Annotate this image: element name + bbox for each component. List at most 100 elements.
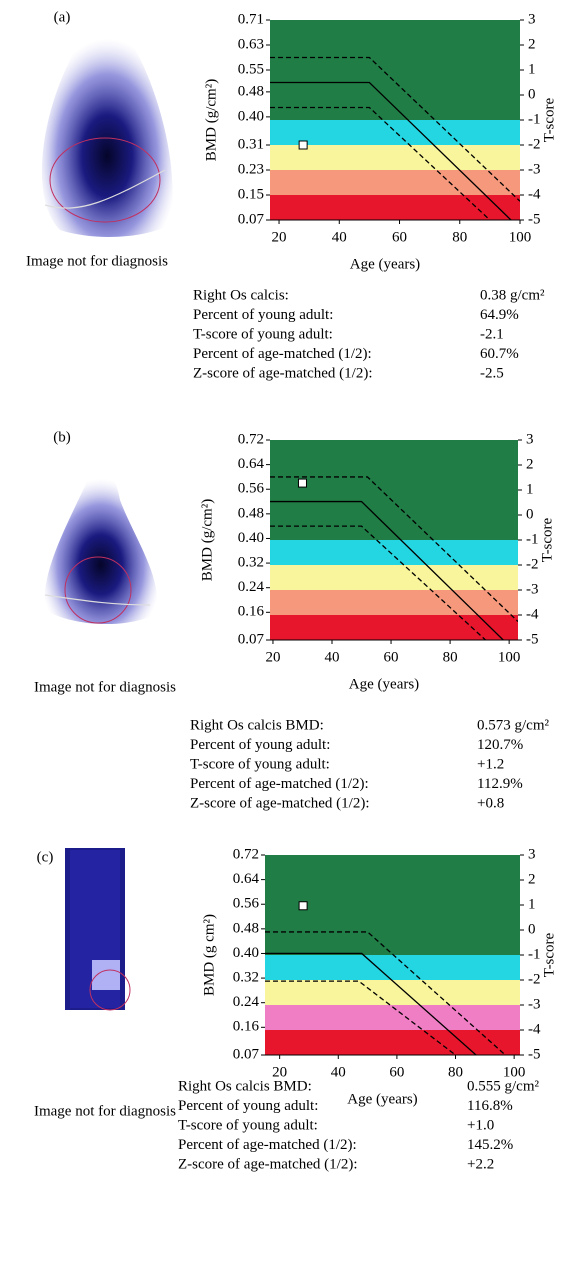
- result-value: 60.7%: [480, 346, 519, 362]
- risk-band: [265, 980, 520, 1005]
- y-tick-label: 0.16: [233, 1019, 260, 1035]
- risk-band: [270, 540, 518, 565]
- risk-band: [270, 440, 518, 540]
- result-value: 0.38 g/cm²: [480, 287, 545, 303]
- y2-tick-label: -2: [528, 136, 541, 152]
- risk-band: [265, 1030, 520, 1055]
- x-tick-label: 60: [389, 1064, 404, 1080]
- y-tick-label: 0.72: [238, 431, 264, 447]
- y-tick-label: 0.23: [238, 161, 264, 177]
- y2-tick-label: 1: [528, 896, 536, 912]
- y2-tick-label: -1: [528, 111, 541, 127]
- result-label: Percent of age-matched (1/2):: [190, 776, 369, 792]
- x-tick-label: 80: [452, 229, 467, 245]
- y-tick-label: 0.64: [238, 456, 265, 472]
- panel: (b) Image not for diagnosis 0.72 0.64 0.56 0.…: [34, 429, 555, 811]
- y2-tick-label: -4: [526, 606, 539, 622]
- result-label: Right Os calcis BMD:: [178, 1078, 312, 1094]
- y2-tick-label: 3: [528, 11, 536, 27]
- y-tick-label: 0.32: [238, 555, 264, 571]
- result-label: Percent of young adult:: [193, 307, 333, 323]
- panel-label: (a): [54, 9, 71, 25]
- panel: (a)Image not for diagnosis0.710.630.550.…: [26, 9, 557, 381]
- result-label: T-score of young adult:: [193, 326, 333, 342]
- risk-band: [270, 565, 518, 590]
- figure: (a)Image not for diagnosis0.710.630.550.…: [0, 0, 568, 1264]
- risk-band: [270, 20, 520, 120]
- y-tick-label: 0.55: [238, 61, 264, 77]
- panel-label: (b): [53, 429, 71, 445]
- bone-image: [42, 24, 173, 237]
- x-tick-label: 60: [392, 229, 407, 245]
- y-tick-label: 0.40: [238, 108, 264, 124]
- result-label: Percent of young adult:: [190, 737, 330, 753]
- x-axis-label: Age (years): [350, 256, 420, 272]
- y2-tick-label: 3: [526, 431, 534, 447]
- y-tick-label: 0.15: [238, 186, 264, 202]
- x-axis-label: Age (years): [349, 676, 419, 692]
- result-value: +1.2: [477, 756, 504, 772]
- y2-tick-label: 0: [526, 506, 534, 522]
- bone-image: [44, 468, 157, 624]
- y-axis-label: BMD (g/cm²): [203, 79, 219, 161]
- image-caption: Image not for diagnosis: [34, 1103, 176, 1119]
- y2-tick-label: 2: [528, 36, 536, 52]
- y2-tick-label: 3: [528, 846, 536, 862]
- plot-area: [265, 855, 520, 1055]
- y2-axis-label: T-score: [539, 517, 555, 562]
- result-label: Percent of age-matched (1/2):: [178, 1137, 357, 1153]
- result-value: -2.5: [480, 365, 504, 381]
- y-tick-label: 0.63: [238, 36, 264, 52]
- x-tick-label: 60: [384, 649, 399, 665]
- y-tick-label: 0.64: [233, 871, 260, 887]
- y-tick-label: 0.24: [238, 579, 265, 595]
- risk-band: [270, 170, 520, 195]
- patient-point: [298, 479, 306, 487]
- y-tick-label: 0.56: [238, 481, 265, 497]
- y2-tick-label: -5: [528, 211, 541, 227]
- y-axis-label: BMD (g/cm²): [199, 499, 215, 581]
- x-tick-label: 40: [325, 649, 340, 665]
- result-label: Percent of young adult:: [178, 1098, 318, 1114]
- x-tick-label: 80: [443, 649, 458, 665]
- y-tick-label: 0.56: [233, 896, 260, 912]
- panel-label: (c): [37, 849, 54, 865]
- y2-tick-label: -3: [528, 996, 541, 1012]
- risk-band: [265, 1005, 520, 1030]
- y2-tick-label: 0: [528, 86, 536, 102]
- image-caption: Image not for diagnosis: [34, 679, 176, 695]
- result-value: -2.1: [480, 326, 504, 342]
- result-value: +2.2: [467, 1156, 494, 1172]
- plot-area: [270, 20, 520, 220]
- y2-tick-label: 1: [526, 481, 534, 497]
- y-tick-label: 0.48: [238, 83, 264, 99]
- y2-axis-label: T-score: [541, 932, 557, 977]
- x-tick-label: 20: [265, 649, 280, 665]
- image-caption: Image not for diagnosis: [26, 253, 168, 269]
- y2-tick-label: -5: [528, 1046, 541, 1062]
- result-value: 120.7%: [477, 737, 523, 753]
- x-tick-label: 20: [272, 229, 287, 245]
- result-value: +1.0: [467, 1117, 494, 1133]
- y2-tick-label: -4: [528, 1021, 541, 1037]
- result-label: Percent of age-matched (1/2):: [193, 346, 372, 362]
- result-value: 145.2%: [467, 1137, 513, 1153]
- y-tick-label: 0.48: [238, 505, 264, 521]
- y-tick-label: 0.16: [238, 604, 265, 620]
- y-tick-label: 0.07: [233, 1046, 260, 1062]
- risk-band: [265, 955, 520, 980]
- y-tick-label: 0.32: [233, 970, 259, 986]
- result-value: 0.555 g/cm²: [467, 1078, 539, 1094]
- result-label: T-score of young adult:: [190, 756, 330, 772]
- y2-axis-label: T-score: [541, 97, 557, 142]
- y2-tick-label: 0: [528, 921, 536, 937]
- y2-tick-label: 2: [528, 871, 536, 887]
- x-tick-label: 100: [509, 229, 532, 245]
- result-label: T-score of young adult:: [178, 1117, 318, 1133]
- y2-tick-label: -4: [528, 186, 541, 202]
- result-value: 116.8%: [467, 1098, 513, 1114]
- y-tick-label: 0.48: [233, 920, 259, 936]
- result-label: Z-score of age-matched (1/2):: [190, 795, 370, 811]
- panel: (c)Image not for diagnosis0.720.640.560.…: [34, 846, 557, 1172]
- x-axis-label: Age (years): [347, 1091, 417, 1107]
